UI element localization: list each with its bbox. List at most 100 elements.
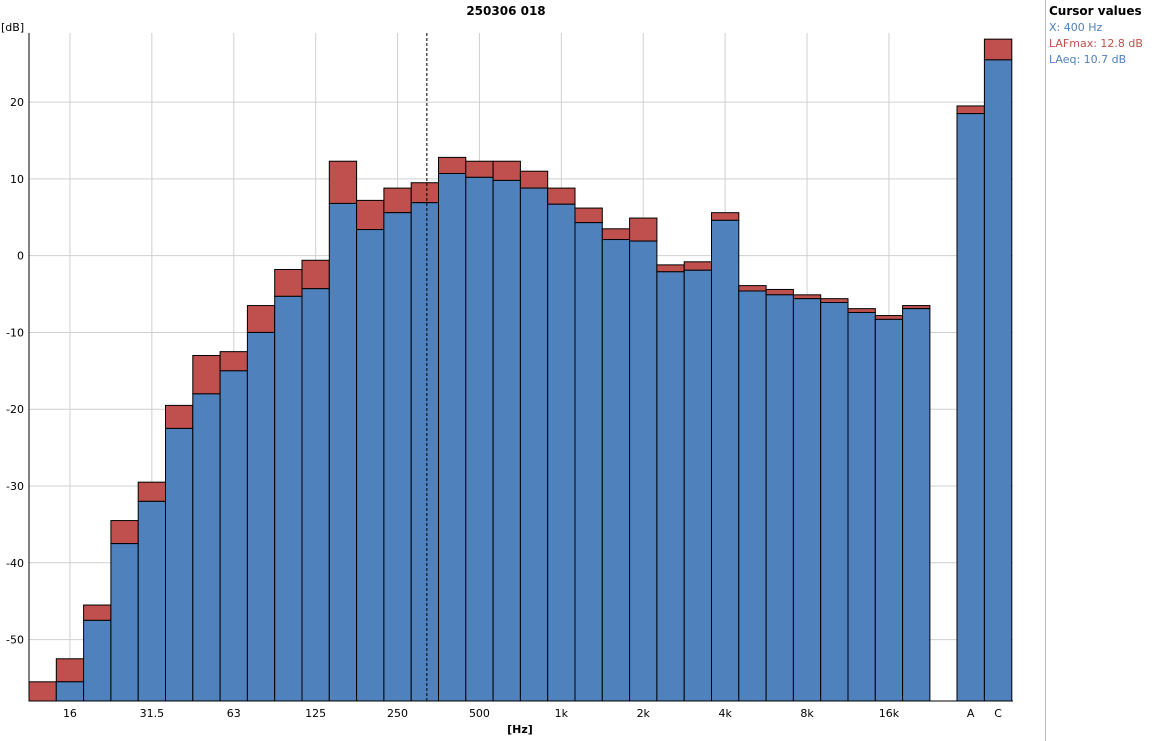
bar-laeq-A (956, 113, 985, 702)
bar-laeq-400 (438, 173, 467, 702)
y-axis-ticks: 20 10 0 -10 -20 -30 -40 -50 (6, 96, 24, 646)
chart-title: 250306 018 (466, 4, 545, 18)
bar-laeq-8k (792, 298, 822, 702)
bar-laeq-5k (738, 290, 767, 702)
bar-laeq-125 (301, 288, 330, 702)
bar-lafmax-6.3k (765, 288, 794, 296)
bar-lafmax-80 (246, 305, 276, 333)
bar-lafmax-25 (110, 520, 139, 545)
x-axis-ticks: 16 31.5 63 125 250 500 1k 2k 4k 8k 16k A C (63, 707, 1002, 720)
x-tick-label: 4k (718, 707, 732, 720)
bar-laeq-100 (274, 295, 303, 702)
bar-laeq-1k (547, 203, 576, 702)
bar-laeq-1.6k (601, 239, 631, 702)
bar-laeq-50 (192, 393, 221, 702)
bar-laeq-160 (328, 202, 358, 702)
y-tick-label: 0 (17, 250, 24, 263)
bar-lafmax-63 (219, 351, 248, 372)
bar-lafmax-250 (383, 187, 412, 214)
bar-laeq-C (983, 59, 1013, 702)
bar-lafmax-12.5k (847, 308, 876, 313)
y-tick-label: -10 (6, 326, 24, 339)
bar-lafmax-125 (301, 259, 330, 290)
bar-laeq-6.3k (765, 294, 794, 702)
bar-lafmax-1k (547, 187, 576, 205)
bar-laeq-16 (55, 681, 85, 702)
cursor-x-value: X: 400 Hz (1049, 21, 1103, 34)
x-tick-label: 31.5 (140, 707, 165, 720)
bar-lafmax-50 (192, 354, 221, 395)
bar-laeq-40 (165, 427, 194, 702)
bar-lafmax-315 (410, 182, 440, 204)
bar-laeq-31.5 (137, 500, 166, 702)
bar-laeq-3.15k (683, 269, 713, 702)
bar-laeq-80 (246, 331, 276, 702)
axes (28, 33, 1013, 702)
x-tick-label: 125 (305, 707, 326, 720)
bar-lafmax-800 (519, 170, 549, 189)
cursor-values-panel: Cursor values X: 400 Hz LAFmax: 12.8 dB … (1045, 0, 1154, 741)
bar-lafmax-100 (274, 268, 303, 297)
bar-lafmax-3.15k (683, 261, 713, 271)
x-tick-label: 1k (555, 707, 569, 720)
bar-lafmax-160 (328, 160, 358, 204)
cursor-lafmax-value: LAFmax: 12.8 dB (1049, 37, 1143, 50)
bar-laeq-16k (874, 318, 904, 702)
bar-lafmax-5k (738, 285, 767, 292)
x-tick-label: 250 (387, 707, 408, 720)
bar-lafmax-12.5 (28, 681, 57, 702)
bar-laeq-630 (492, 179, 521, 702)
x-tick-label-total: A (967, 707, 975, 720)
x-tick-label: 16k (879, 707, 900, 720)
x-tick-label: 500 (469, 707, 490, 720)
y-tick-label: -40 (6, 557, 24, 570)
y-tick-label: 10 (10, 173, 24, 186)
bar-laeq-10k (820, 302, 849, 702)
bar-lafmax-16 (55, 658, 85, 683)
bar-laeq-12.5k (847, 311, 876, 702)
bar-lafmax-C (983, 38, 1013, 61)
bar-lafmax-400 (438, 156, 467, 175)
x-tick-label: 8k (800, 707, 814, 720)
y-tick-label: -30 (6, 480, 24, 493)
bar-lafmax-A (956, 105, 985, 115)
cursor-laeq-value: LAeq: 10.7 dB (1049, 53, 1127, 66)
bar-laeq-2k (629, 240, 658, 702)
bar-laeq-500 (465, 176, 494, 702)
spectrum-chart[interactable]: 250306 018 [dB] [Hz] 20 10 0 -10 -20 -30 -40 -5… (0, 0, 1045, 741)
bar-lafmax-2.5k (656, 264, 685, 273)
bar-lafmax-2k (629, 217, 658, 242)
bar-lafmax-8k (792, 294, 822, 300)
bar-laeq-4k (711, 219, 740, 702)
y-tick-label: -20 (6, 403, 24, 416)
bar-lafmax-630 (492, 160, 521, 181)
bar-laeq-200 (356, 229, 385, 702)
bar-lafmax-10k (820, 298, 849, 304)
bar-laeq-800 (519, 187, 549, 702)
bar-lafmax-1.25k (574, 207, 603, 224)
bar-lafmax-16k (874, 315, 904, 320)
bar-lafmax-4k (711, 212, 740, 221)
bar-laeq-1.25k (574, 222, 603, 702)
x-tick-label: 63 (227, 707, 241, 720)
x-axis-unit-label: [Hz] (507, 723, 533, 736)
bar-laeq-63 (219, 370, 248, 702)
bar-laeq-25 (110, 543, 139, 702)
bar-laeq-20 (83, 619, 112, 702)
bar-laeq-2.5k (656, 271, 685, 702)
bar-series (28, 38, 1013, 702)
y-tick-label: 20 (10, 96, 24, 109)
bar-lafmax-40 (165, 404, 194, 429)
bar-lafmax-1.6k (601, 228, 631, 241)
bar-laeq-315 (410, 202, 440, 702)
bar-lafmax-31.5 (137, 481, 166, 502)
x-tick-label-total: C (994, 707, 1002, 720)
bar-lafmax-20 (83, 604, 112, 621)
bar-laeq-250 (383, 212, 412, 702)
bar-lafmax-500 (465, 160, 494, 178)
bar-laeq-20k (902, 308, 931, 702)
bar-lafmax-200 (356, 199, 385, 231)
x-tick-label: 2k (637, 707, 651, 720)
x-tick-label: 16 (63, 707, 77, 720)
y-tick-label: -50 (6, 634, 24, 647)
